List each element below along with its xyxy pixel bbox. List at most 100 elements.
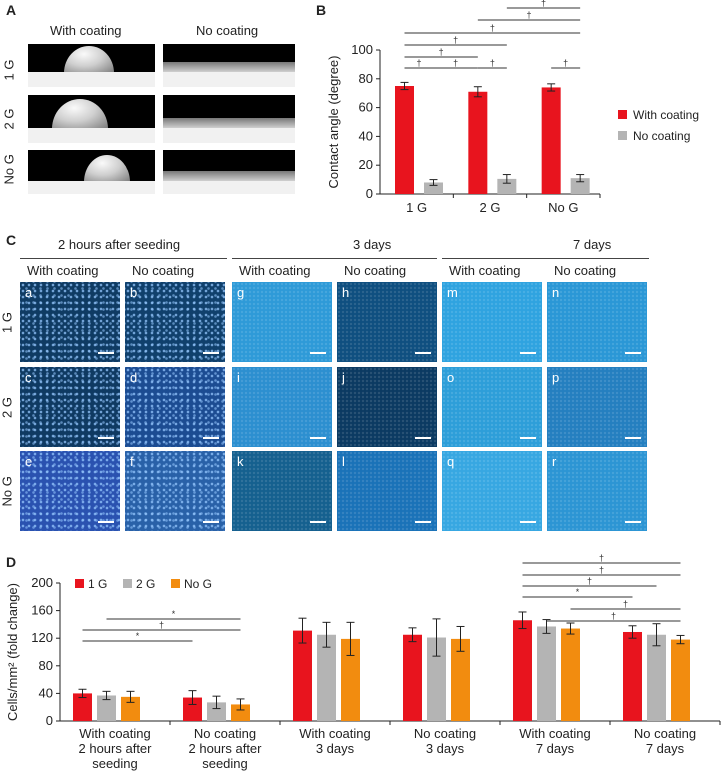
group-2h-line: [20, 258, 227, 259]
micrograph-letter: f: [130, 454, 134, 469]
x-tick-label: 1 G: [406, 200, 427, 215]
y-tick-label: 20: [359, 157, 373, 172]
micrograph-g: g: [232, 282, 332, 362]
bar-2-g: [207, 702, 226, 721]
panel-b-label: B: [316, 2, 327, 18]
y-tick-label: 100: [351, 42, 373, 57]
significance-mark: †: [453, 35, 458, 45]
x-tick-label: seeding: [202, 756, 248, 771]
legend-label: 2 G: [136, 577, 155, 591]
significance-mark: †: [599, 553, 604, 563]
micrograph-q: q: [442, 451, 542, 531]
bar-no-g: [451, 638, 470, 721]
micrograph-letter: i: [237, 370, 240, 385]
micrograph-letter: r: [552, 454, 557, 469]
micrograph-letter: d: [130, 370, 138, 385]
group-3d-label: 3 days: [353, 237, 392, 252]
photo-with-coating-2g: [28, 95, 155, 143]
panel-a-row-2g: 2 G: [1, 108, 17, 130]
x-tick-label: seeding: [92, 756, 138, 771]
micrograph-letter: q: [447, 454, 455, 469]
significance-mark: *: [576, 587, 580, 597]
y-axis-label: Cells/mm² (fold change): [5, 583, 20, 721]
panel-c-col-header-3: No coating: [344, 263, 407, 278]
significance-mark: †: [587, 576, 592, 586]
legend-label: With coating: [633, 108, 699, 122]
scale-bar: [625, 521, 641, 523]
x-tick-label: With coating: [519, 726, 591, 741]
micrograph-i: i: [232, 367, 332, 447]
legend-swatch: [618, 110, 627, 119]
significance-mark: †: [611, 611, 616, 621]
panel-a-row-1g: 1 G: [1, 59, 17, 81]
significance-mark: *: [172, 609, 176, 619]
group-7d-line: [442, 258, 649, 259]
bar-with-coating: [468, 91, 488, 194]
bar-no-g: [561, 628, 580, 721]
scale-bar: [625, 352, 641, 354]
x-tick-label: 2 hours after: [79, 741, 153, 756]
bar-no-g: [121, 696, 140, 721]
y-tick-label: 40: [359, 128, 373, 143]
scale-bar: [98, 352, 114, 354]
significance-mark: †: [526, 10, 531, 20]
bar-2-g: [647, 634, 666, 721]
x-tick-label: 3 days: [316, 741, 355, 756]
legend-swatch: [75, 579, 84, 588]
panel-c-col-header-5: No coating: [554, 263, 617, 278]
group-3d-line: [232, 258, 437, 259]
bar-2-g: [97, 695, 116, 721]
bar-1-g: [183, 697, 202, 721]
photo-with-coating-nog: [28, 150, 155, 194]
scale-bar: [203, 437, 219, 439]
scale-bar: [415, 352, 431, 354]
micrograph-m: m: [442, 282, 542, 362]
bar-2-g: [317, 634, 336, 721]
panel-a-row-nog: No G: [1, 154, 17, 185]
micrograph-letter: c: [25, 370, 32, 385]
photo-no-coating-2g: [163, 95, 295, 143]
legend-label: 1 G: [88, 577, 107, 591]
micrograph-l: l: [337, 451, 437, 531]
x-tick-label: 2 G: [480, 200, 501, 215]
panel-c-col-header-2: With coating: [239, 263, 311, 278]
micrograph-d: d: [125, 367, 225, 447]
micrograph-letter: a: [25, 285, 33, 300]
micrograph-letter: m: [447, 285, 458, 300]
panel-c-label: C: [6, 232, 17, 248]
micrograph-r: r: [547, 451, 647, 531]
significance-mark: *: [136, 631, 140, 641]
micrograph-letter: o: [447, 370, 455, 385]
x-tick-label: No coating: [194, 726, 256, 741]
panel-a-header-with-coating: With coating: [50, 23, 122, 38]
scale-bar: [98, 437, 114, 439]
panel-c-row-label-1: 2 G: [0, 397, 15, 418]
micrograph-letter: p: [552, 370, 560, 385]
scale-bar: [520, 437, 536, 439]
bar-no-g: [671, 639, 690, 721]
scale-bar: [98, 521, 114, 523]
scale-bar: [310, 437, 326, 439]
panel-d-label: D: [6, 554, 17, 570]
bar-2-g: [537, 626, 556, 721]
micrograph-letter: k: [237, 454, 244, 469]
micrograph-p: p: [547, 367, 647, 447]
panel-c-row-label-2: No G: [0, 476, 15, 507]
significance-mark: †: [599, 565, 604, 575]
micrograph-a: a: [20, 282, 120, 362]
legend-swatch: [618, 131, 627, 140]
micrograph-k: k: [232, 451, 332, 531]
group-2h-label: 2 hours after seeding: [58, 237, 181, 252]
micrograph-o: o: [442, 367, 542, 447]
bar-1-g: [293, 630, 312, 721]
x-tick-label: With coating: [79, 726, 151, 741]
micrograph-h: h: [337, 282, 437, 362]
significance-mark: †: [416, 58, 421, 68]
scale-bar: [203, 352, 219, 354]
micrograph-b: b: [125, 282, 225, 362]
y-tick-label: 200: [31, 575, 53, 590]
x-tick-label: 3 days: [426, 741, 465, 756]
x-tick-label: 7 days: [536, 741, 575, 756]
scale-bar: [625, 437, 641, 439]
